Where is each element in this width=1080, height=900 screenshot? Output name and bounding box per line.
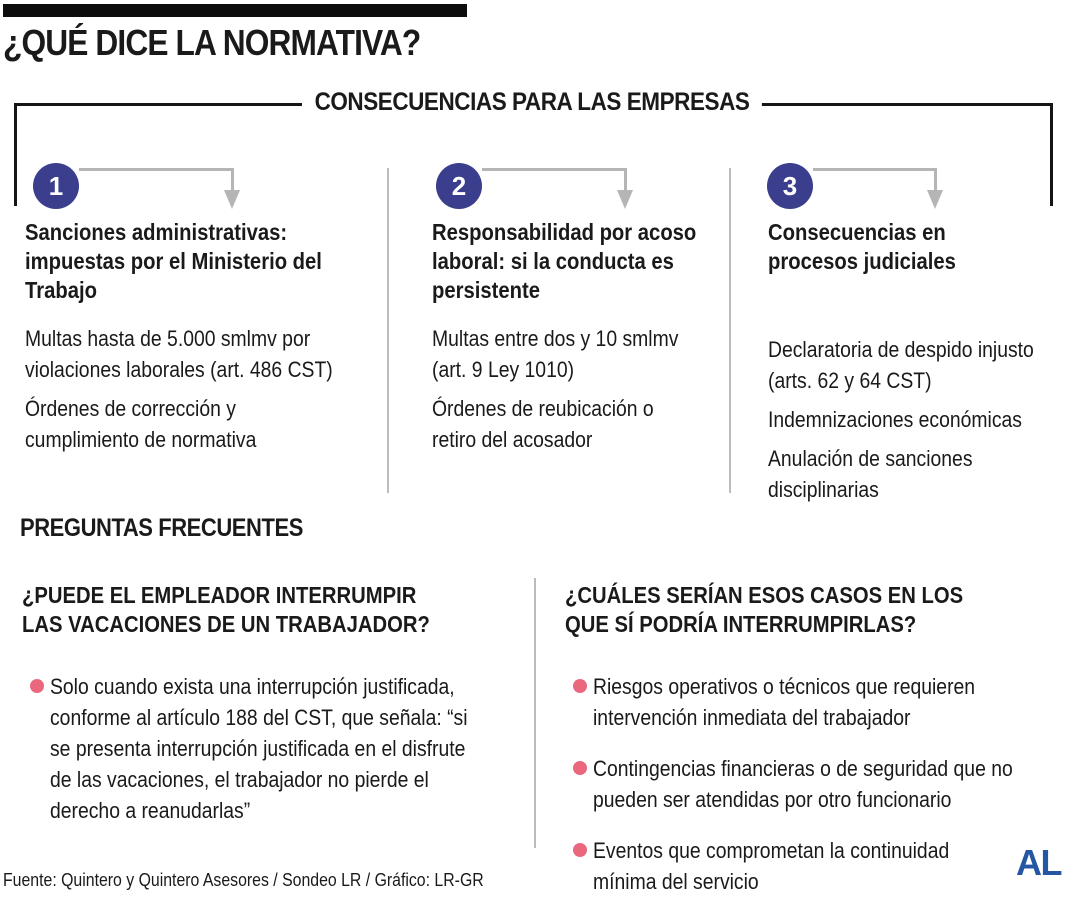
arrow-3-line bbox=[813, 168, 937, 171]
faq-divider bbox=[534, 578, 536, 848]
arrow-1-head-icon bbox=[224, 190, 240, 209]
column-1-item: Órdenes de corrección y cumplimiento de … bbox=[25, 396, 257, 452]
column-3-item: Anulación de sanciones disciplinarias bbox=[768, 446, 973, 502]
faq-right-answer: Eventos que comprometan la continuidad m… bbox=[593, 838, 950, 894]
top-accent-bar bbox=[3, 4, 467, 17]
column-1-heading: Sanciones administrativas: impuestas por… bbox=[25, 219, 322, 303]
step-3-number: 3 bbox=[782, 170, 798, 201]
column-sanciones-administrativas: Sanciones administrativas: impuestas por… bbox=[25, 218, 333, 463]
list-item: Eventos que comprometan la continuidad m… bbox=[573, 835, 1070, 897]
column-2-item: Órdenes de reubicación o retiro del acos… bbox=[432, 396, 654, 452]
arrow-1-line bbox=[79, 168, 234, 171]
page-title: ¿QUÉ DICE LA NORMATIVA? bbox=[3, 22, 421, 63]
column-3-item: Declaratoria de despido injusto (arts. 6… bbox=[768, 337, 1034, 393]
faq-left-bullet-list: Solo cuando exista una interrupción just… bbox=[30, 671, 524, 826]
arrow-1-drop bbox=[231, 168, 234, 192]
column-2-item: Multas entre dos y 10 smlmv (art. 9 Ley … bbox=[432, 326, 679, 382]
list-item: Riesgos operativos o técnicos que requie… bbox=[573, 671, 1070, 733]
column-procesos-judiciales: Consecuencias en procesos judiciales Dec… bbox=[768, 218, 1034, 513]
faq-right-bullet-list: Riesgos operativos o técnicos que requie… bbox=[573, 671, 1070, 897]
source-credit: Fuente: Quintero y Quintero Asesores / S… bbox=[3, 870, 484, 890]
step-2-badge: 2 bbox=[436, 163, 482, 209]
column-2-heading: Responsabilidad por acoso laboral: si la… bbox=[432, 219, 697, 303]
step-3-badge: 3 bbox=[767, 163, 813, 209]
column-responsabilidad-acoso: Responsabilidad por acoso laboral: si la… bbox=[432, 218, 696, 463]
column-1-item: Multas hasta de 5.000 smlmv por violacio… bbox=[25, 326, 333, 382]
faq-right-answer: Riesgos operativos o técnicos que requie… bbox=[593, 674, 976, 730]
arrow-2-line bbox=[482, 168, 627, 171]
column-3-heading: Consecuencias en procesos judiciales bbox=[768, 219, 956, 274]
faq-left-answer: Solo cuando exista una interrupción just… bbox=[50, 674, 468, 823]
list-item: Solo cuando exista una interrupción just… bbox=[30, 671, 524, 826]
column-3-item: Indemnizaciones económicas bbox=[768, 407, 1022, 432]
arrow-2-head-icon bbox=[617, 190, 633, 209]
step-2-number: 2 bbox=[451, 170, 467, 201]
arrow-3-drop bbox=[934, 168, 937, 192]
list-item: Contingencias financieras o de seguridad… bbox=[573, 753, 1070, 815]
bullet-dot-icon bbox=[573, 761, 587, 775]
bullet-dot-icon bbox=[30, 679, 44, 693]
faq-question-left: ¿PUEDE EL EMPLEADOR INTERRUMPIR LAS VACA… bbox=[22, 582, 430, 637]
bullet-dot-icon bbox=[573, 679, 587, 693]
bullet-dot-icon bbox=[573, 843, 587, 857]
arrow-3-head-icon bbox=[927, 190, 943, 209]
section-bracket-line bbox=[14, 103, 1053, 206]
section-header: CONSECUENCIAS PARA LAS EMPRESAS bbox=[301, 88, 763, 117]
step-1-number: 1 bbox=[48, 170, 64, 201]
step-1-badge: 1 bbox=[33, 163, 79, 209]
faq-question-right: ¿CUÁLES SERÍAN ESOS CASOS EN LOS QUE SÍ … bbox=[565, 582, 964, 637]
faq-section-header: PREGUNTAS FRECUENTES bbox=[20, 514, 303, 542]
column-divider-1 bbox=[387, 168, 389, 493]
arrow-2-drop bbox=[624, 168, 627, 192]
al-logo: AL bbox=[1016, 842, 1063, 883]
faq-right-answer: Contingencias financieras o de seguridad… bbox=[593, 756, 1013, 812]
column-divider-2 bbox=[729, 168, 731, 493]
